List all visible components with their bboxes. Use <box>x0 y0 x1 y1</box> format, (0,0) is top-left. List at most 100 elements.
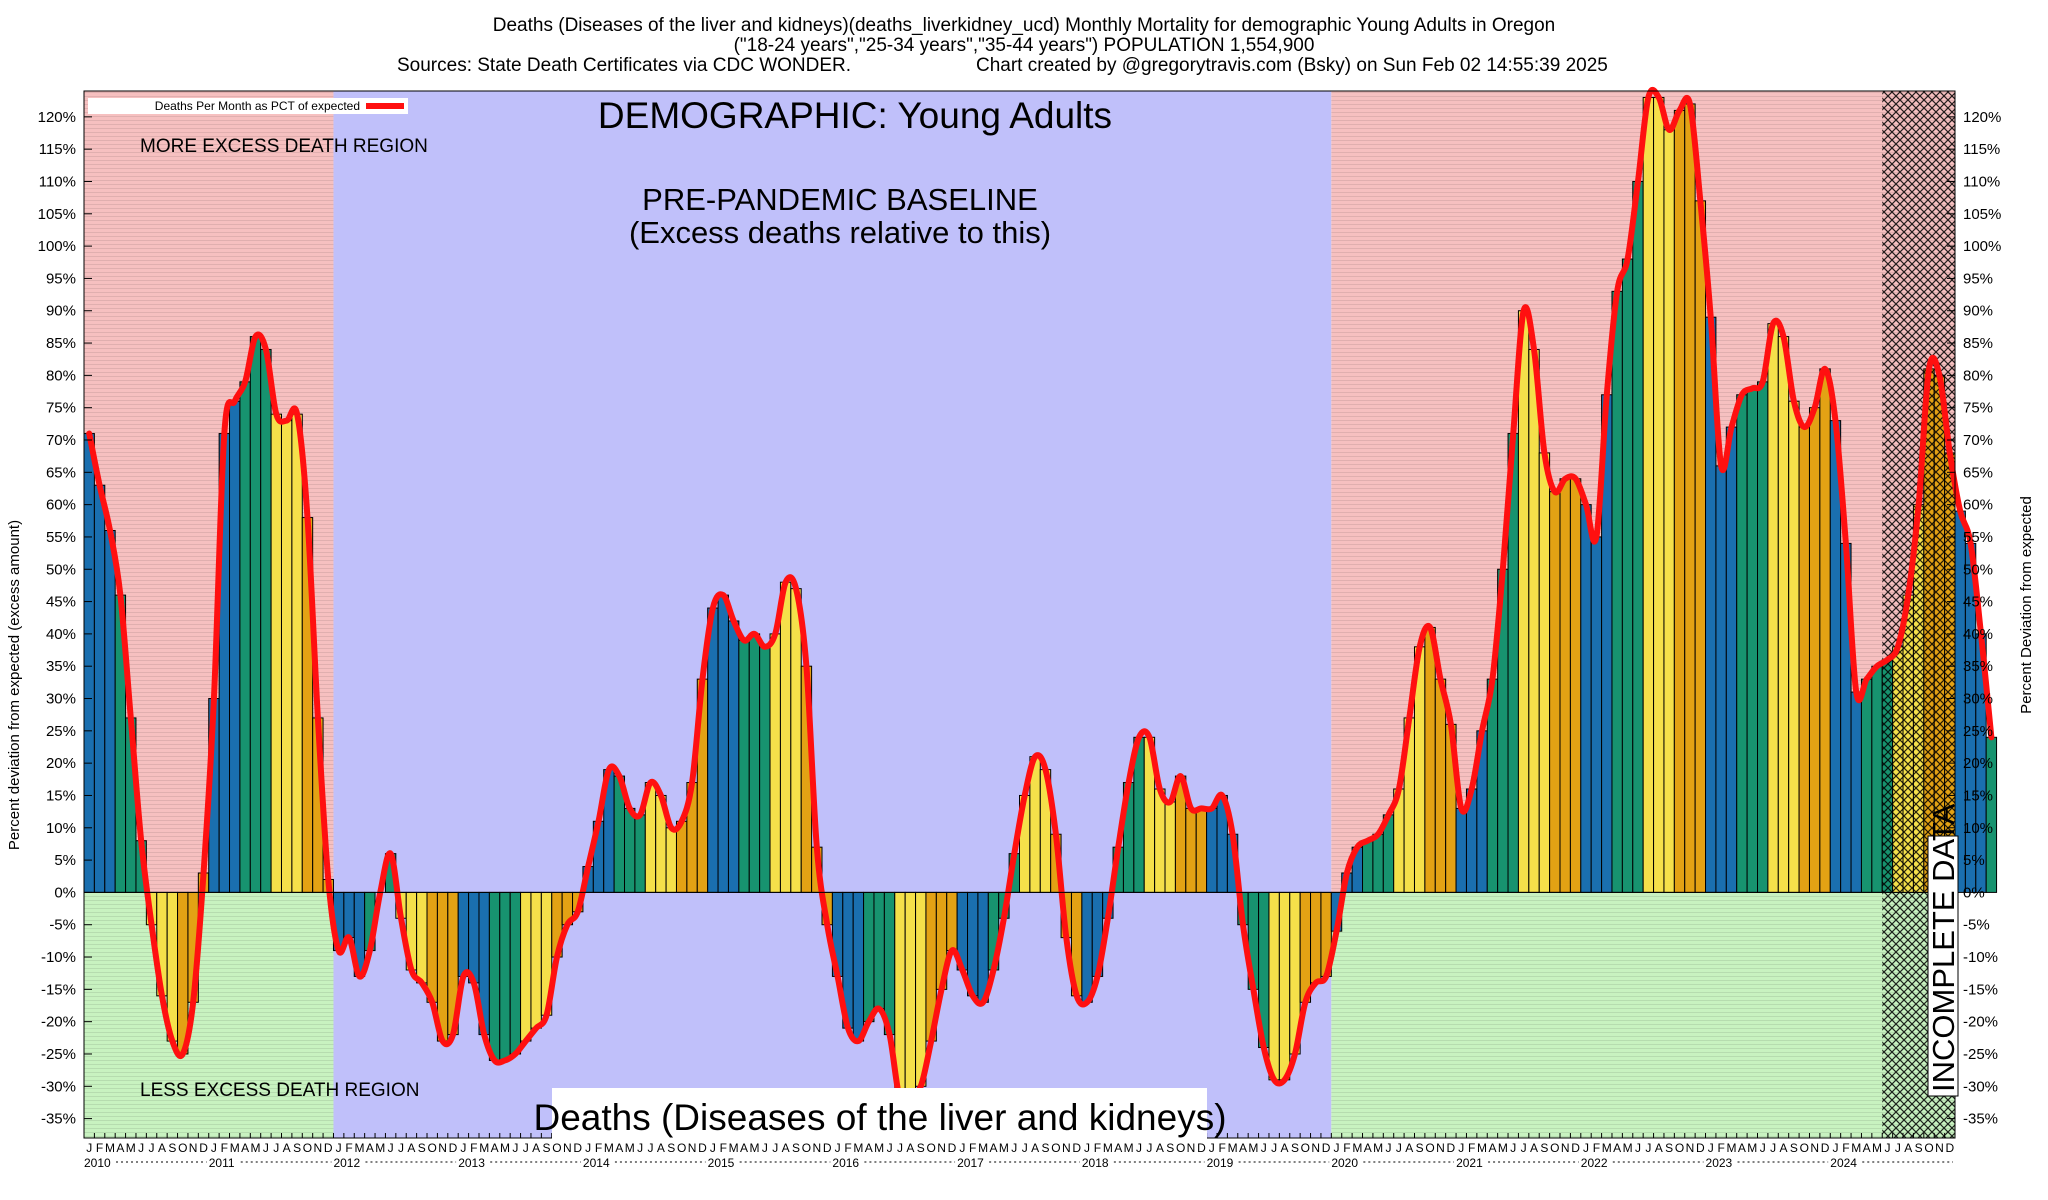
x-year-label: 2013 <box>458 1156 485 1170</box>
x-year-label: 2023 <box>1706 1156 1733 1170</box>
x-month-label: J <box>959 1141 965 1155</box>
y-tick-label-left: 50% <box>46 561 76 578</box>
x-year-bg <box>1578 1155 1611 1169</box>
x-month-label: O <box>926 1141 935 1155</box>
x-month-label: O <box>802 1141 811 1155</box>
x-month-label: M <box>251 1141 261 1155</box>
x-month-label: F <box>345 1141 352 1155</box>
bar <box>1455 807 1467 893</box>
y-tick-label-left: 115% <box>39 141 76 158</box>
x-month-label: J <box>149 1141 155 1155</box>
bar <box>457 891 470 977</box>
x-year-bg <box>955 1155 988 1169</box>
x-month-label: M <box>625 1141 635 1155</box>
x-year-bg <box>1079 1155 1112 1169</box>
bar <box>1871 665 1883 893</box>
x-month-label: F <box>470 1141 477 1155</box>
x-month-label: J <box>1011 1141 1017 1155</box>
bar <box>1434 678 1447 893</box>
y-tick-label-right: 45% <box>1963 594 1993 611</box>
chart-title-line2: ("18-24 years","25-34 years","35-44 year… <box>734 35 1315 56</box>
x-month-label: M <box>1623 1141 1633 1155</box>
x-month-label: M <box>1352 1141 1362 1155</box>
bar <box>1081 891 1093 1003</box>
x-month-label: D <box>449 1141 458 1155</box>
x-month-label: A <box>116 1141 124 1155</box>
x-month-label: D <box>199 1141 208 1155</box>
x-month-label: S <box>293 1141 301 1155</box>
x-month-label: J <box>887 1141 893 1155</box>
x-month-label: O <box>303 1141 312 1155</box>
y-tick-label-left: -20% <box>41 1014 76 1031</box>
bar <box>83 433 95 893</box>
x-month-label: J <box>263 1141 269 1155</box>
bar <box>1653 96 1665 893</box>
x-month-label: N <box>563 1141 572 1155</box>
x-month-label: J <box>1884 1141 1890 1155</box>
x-month-label: J <box>1510 1141 1516 1155</box>
x-month-label: A <box>782 1141 790 1155</box>
y-tick-label-left: 120% <box>38 109 76 126</box>
bar <box>1580 504 1592 893</box>
x-month-label: J <box>648 1141 654 1155</box>
bar <box>1788 400 1800 893</box>
bar <box>1372 833 1384 893</box>
x-year-bg <box>1204 1155 1237 1169</box>
x-year-label: 2021 <box>1456 1156 1483 1170</box>
x-month-label: A <box>407 1141 415 1155</box>
x-month-label: S <box>418 1141 426 1155</box>
y-axis-ticks: -35% -35% -30% -30% -25% -25% -20% -20% -15% -15%… <box>38 109 2002 1128</box>
x-month-label: A <box>158 1141 166 1155</box>
x-year-bg <box>82 1155 114 1169</box>
x-month-label: J <box>1386 1141 1392 1155</box>
bar <box>769 633 781 893</box>
x-month-label: M <box>978 1141 988 1155</box>
x-month-label: A <box>283 1141 291 1155</box>
y-tick-label-right: 70% <box>1963 432 1993 449</box>
x-month-label: S <box>667 1141 675 1155</box>
y-tick-label-left: 40% <box>46 626 76 643</box>
x-month-label: J <box>1334 1141 1340 1155</box>
x-month-label: A <box>1863 1141 1871 1155</box>
x-month-label: N <box>1935 1141 1944 1155</box>
x-month-label: O <box>1301 1141 1310 1155</box>
x-month-label: D <box>1197 1141 1206 1155</box>
baseline-label-line2: (Excess deaths relative to this) <box>629 215 1051 250</box>
y-tick-label-left: 10% <box>46 820 76 837</box>
bar <box>1517 310 1530 893</box>
incomplete-label-bg <box>1927 835 1959 1097</box>
x-month-label: M <box>354 1141 364 1155</box>
y-tick-label-left: 55% <box>46 529 76 546</box>
y-tick-label-right: 35% <box>1963 658 1993 675</box>
x-month-label: N <box>1810 1141 1819 1155</box>
x-month-label: S <box>917 1141 925 1155</box>
x-month-label: J <box>637 1141 643 1155</box>
y-tick-label-left: 35% <box>46 658 76 675</box>
x-year-bg <box>830 1155 863 1169</box>
x-month-label: J <box>211 1141 217 1155</box>
y-tick-label-right: 90% <box>1963 303 1993 320</box>
bar <box>520 891 532 1042</box>
bar <box>530 891 542 1029</box>
x-month-label: S <box>1915 1141 1923 1155</box>
x-month-label: A <box>990 1141 998 1155</box>
x-month-label: J <box>336 1141 342 1155</box>
bar <box>1767 323 1779 893</box>
x-month-label: N <box>1561 1141 1570 1155</box>
y-tick-label-right: 50% <box>1963 561 1993 578</box>
bar <box>852 891 865 1042</box>
y-tick-label-right: 105% <box>1963 206 2001 223</box>
x-month-label: D <box>823 1141 832 1155</box>
y-tick-label-right: -20% <box>1963 1014 1998 1031</box>
x-month-label: F <box>1842 1141 1849 1155</box>
y-tick-label-left: 80% <box>46 367 76 384</box>
x-year-label: 2022 <box>1581 1156 1608 1170</box>
y-tick-label-left: 75% <box>46 400 76 417</box>
x-month-label: M <box>999 1141 1009 1155</box>
bar <box>1642 96 1655 893</box>
x-month-label: A <box>1364 1141 1372 1155</box>
y-tick-label-right: 55% <box>1963 529 1993 546</box>
x-month-label: S <box>1291 1141 1299 1155</box>
bar <box>1278 891 1291 1081</box>
